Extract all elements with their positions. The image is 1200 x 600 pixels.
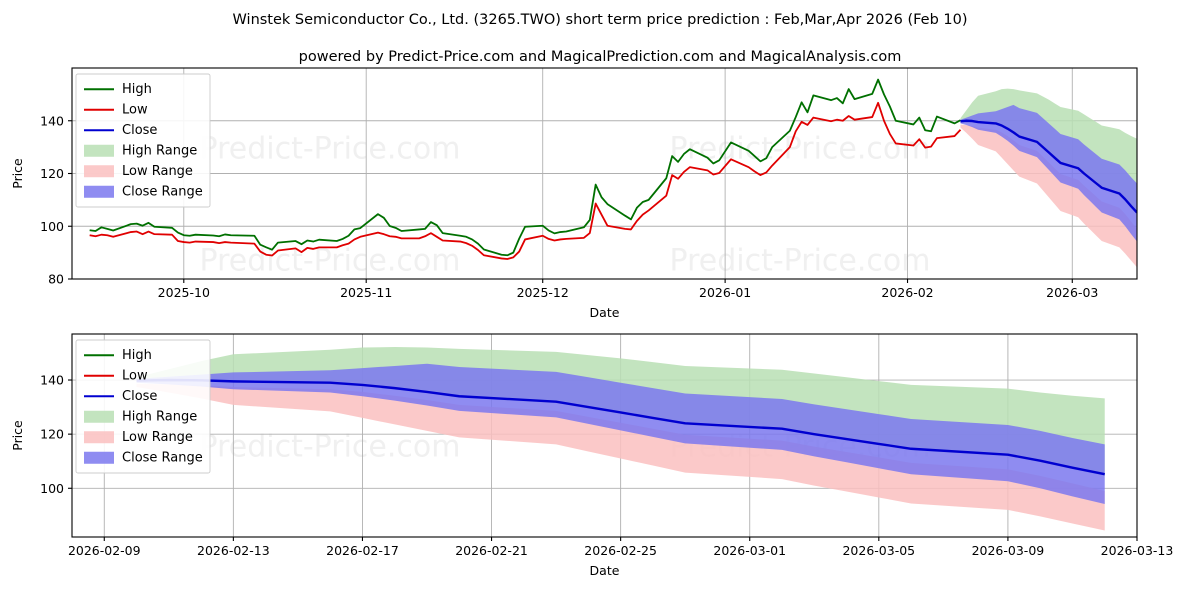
x-tick-label: 2026-02-25 [584,543,657,558]
y-tick-label: 120 [40,427,64,442]
x-tick-label: 2026-02 [881,285,933,300]
x-tick-label: 2026-02-17 [326,543,399,558]
close-range-band [136,363,1105,504]
low-range-band [136,383,1105,531]
y-axis-label: Price [10,420,25,451]
x-axis-label: Date [590,305,620,320]
page-title: Winstek Semiconductor Co., Ltd. (3265.TW… [233,12,968,28]
legend-item-label: Low Range [122,164,193,179]
legend-item-label: Close Range [122,450,203,465]
forecast-detail-chart: Predict-Price.comPredict-Price.com100120… [10,333,1173,578]
watermark-label: Predict-Price.com [200,244,461,279]
y-tick-label: 140 [40,373,64,388]
x-axis-label: Date [590,563,620,578]
y-axis-label: Price [10,158,25,189]
x-tick-label: 2026-03 [1046,285,1098,300]
y-tick-label: 140 [40,113,64,128]
legend-item-label: Close [122,389,157,404]
plot-series-group [136,346,1105,531]
low-range-band [960,124,1137,268]
axes: 80 100 120 140 2025-10 2025-11 2025-12 2026-01 2… [10,113,1098,320]
watermark-label: Predict-Price.com [200,132,461,167]
x-tick-label: 2026-03-13 [1101,543,1174,558]
legend-patch-swatch [84,165,114,178]
close-line [136,378,1105,476]
legend-item-label: Low Range [122,430,193,445]
legend-patch-swatch [84,431,114,444]
x-tick-label: 2026-03-01 [713,543,786,558]
axes: 100 120 140 2026-02-09 2026-02-13 2026-02-17 2… [10,373,1173,578]
legend-item-label: Close [122,123,157,138]
x-tick-label: 2026-02-21 [455,543,528,558]
y-tick-label: 80 [48,272,64,287]
x-tick-label: 2026-01 [699,285,751,300]
legend-patch-swatch [84,185,114,198]
watermark-label: Predict-Price.com [670,132,931,167]
x-tick-label: 2026-03-05 [842,543,915,558]
x-tick-label: 2026-02-13 [197,543,270,558]
legend-item-label: Low [122,368,148,383]
y-tick-label: 120 [40,166,64,181]
legend-item-label: High [122,348,152,363]
legend-patch-swatch [84,451,114,464]
close-range-band [960,104,1137,242]
x-tick-label: 2025-11 [340,285,392,300]
low-line [89,101,962,260]
legend-item-label: Close Range [122,184,203,199]
high-line [89,78,961,257]
legend-item-label: High Range [122,143,197,158]
overview-chart: Predict-Price.com Predict-Price.com Predic… [10,67,1138,320]
plot-border [71,333,1138,538]
x-tick-label: 2026-03-09 [972,543,1045,558]
legend-item-label: High Range [122,409,197,424]
legend-patch-swatch [84,144,114,157]
plot-series-group [89,78,1137,268]
y-tick-label: 100 [40,481,64,496]
watermark-label: Predict-Price.com [200,430,461,465]
watermark-group: Predict-Price.com Predict-Price.com Predic… [200,132,931,279]
chart-legend: High Low Close High Range Low Range Close Ran… [75,339,211,474]
figure-subtitle: powered by Predict-Price.com and Magical… [299,49,902,65]
legend-item-label: High [122,82,152,97]
watermark-label: Predict-Price.com [670,244,931,279]
x-tick-label: 2025-12 [517,285,569,300]
legend-patch-swatch [84,410,114,423]
legend-item-label: Low [122,102,148,117]
x-tick-label: 2026-02-09 [68,543,141,558]
chart-legend: High Low Close High Range Low Range Close Ran… [75,73,211,208]
y-tick-label: 100 [40,219,64,234]
x-tick-label: 2025-10 [158,285,210,300]
close-line [960,119,1137,214]
